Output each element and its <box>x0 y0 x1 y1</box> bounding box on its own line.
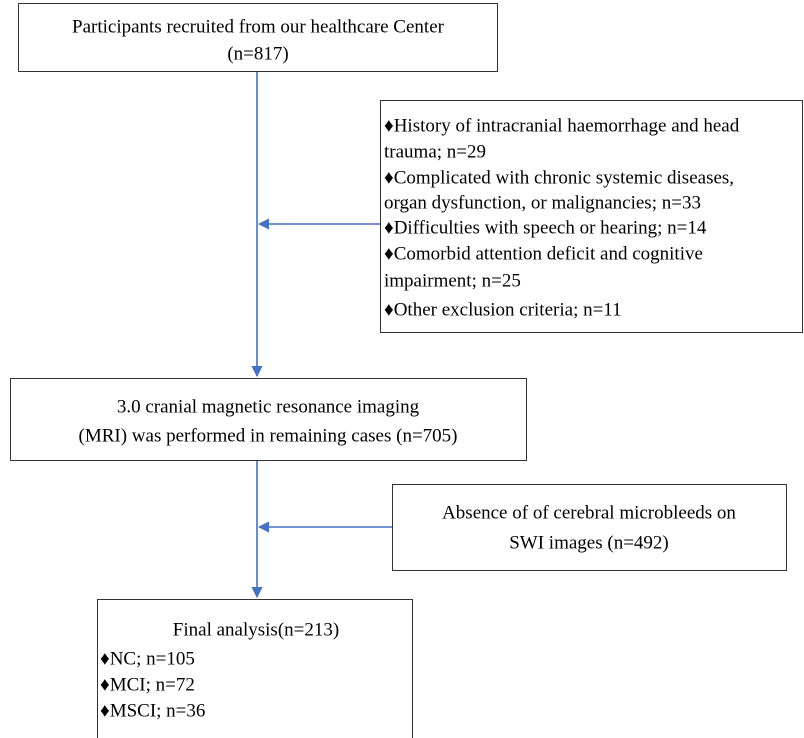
box-text: ♦MSCI; n=36 <box>100 700 205 721</box>
box-text: ♦Complicated with chronic systemic disea… <box>384 167 734 188</box>
box-text: SWI images (n=492) <box>509 532 669 553</box>
box <box>18 3 498 72</box>
box <box>10 378 527 461</box>
box-text: ♦Comorbid attention deficit and cognitiv… <box>384 243 703 264</box>
box-text: impairment; n=25 <box>384 270 521 291</box>
box-text: ♦Other exclusion criteria; n=11 <box>384 299 622 320</box>
box-text: Participants recruited from our healthca… <box>72 16 445 37</box>
box-text: (MRI) was performed in remaining cases (… <box>79 425 458 446</box>
box <box>380 100 803 333</box>
box-text: ♦Difficulties with speech or hearing; n=… <box>384 217 707 238</box>
box-text: ♦NC; n=105 <box>100 648 195 669</box>
box-text: ♦History of intracranial haemorrhage and… <box>384 115 740 136</box>
box-text: 3.0 cranial magnetic resonance imaging <box>117 396 420 417</box>
box <box>392 484 787 571</box>
box-text: ♦MCI; n=72 <box>100 674 195 695</box>
box-text: (n=817) <box>227 43 288 64</box>
box-text: Absence of of cerebral microbleeds on <box>442 502 736 523</box>
box-text: Final analysis(n=213) <box>173 619 339 640</box>
box <box>97 599 413 738</box>
box-text: trauma; n=29 <box>384 141 486 162</box>
box-text: organ dysfunction, or malignancies; n=33 <box>384 192 701 213</box>
